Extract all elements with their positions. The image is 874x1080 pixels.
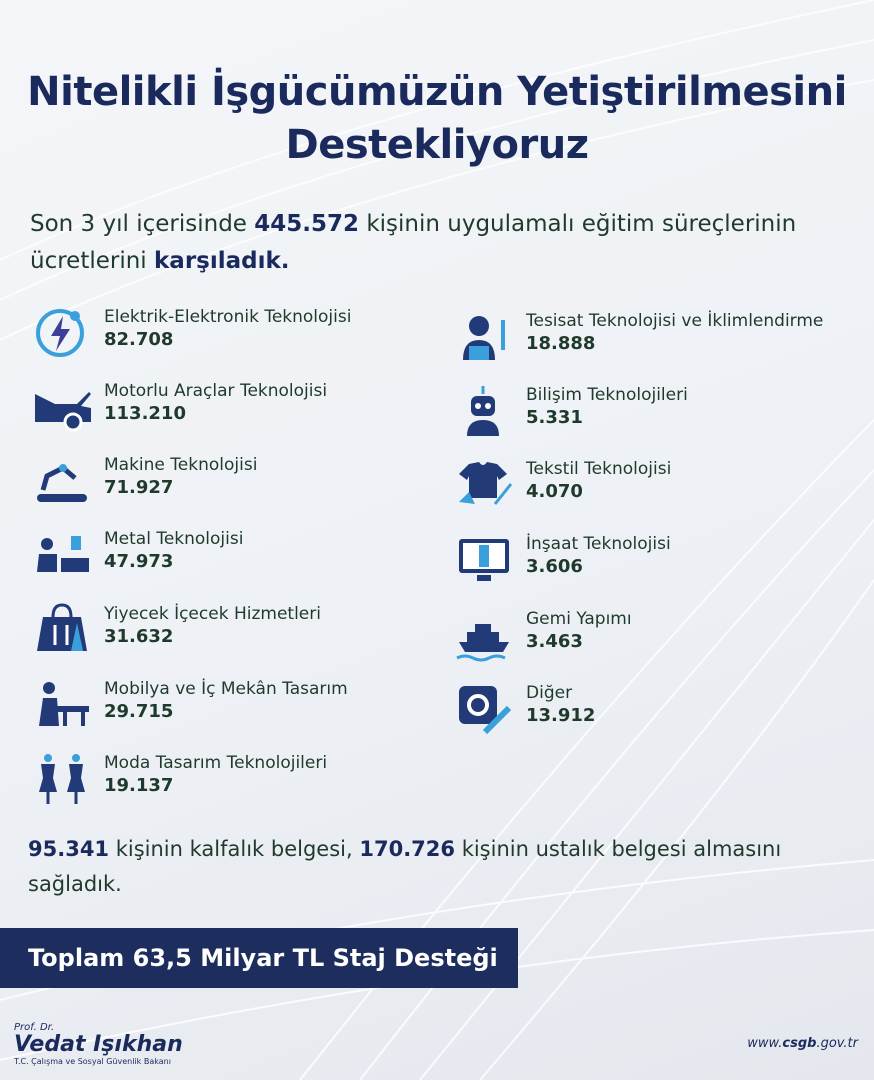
intro-part: Son 3 yıl içerisinde: [30, 211, 255, 237]
title-line-1: Nitelikli İşgücümüzün Yetiştirilmesini: [27, 69, 847, 115]
website-link[interactable]: www.csgb.gov.tr: [747, 1036, 858, 1051]
total-support-banner: Toplam 63,5 Milyar TL Staj Desteği: [0, 928, 518, 988]
category-value: 13.912: [526, 705, 596, 726]
page-title: Nitelikli İşgücümüzün Yetiştirilmesini D…: [0, 66, 874, 172]
category-item: Gemi Yapımı 3.463: [452, 608, 632, 662]
category-value: 82.708: [104, 329, 174, 350]
signature-name: Vedat Işıkhan: [14, 1032, 183, 1057]
url-part: .gov.tr: [816, 1036, 858, 1051]
signature: Prof. Dr. Vedat Işıkhan T.C. Çalışma ve …: [14, 1022, 183, 1066]
plumber-icon: [452, 310, 516, 364]
summary-part: kişinin kalfalık belgesi,: [109, 837, 360, 861]
category-value: 4.070: [526, 481, 583, 502]
category-label: Bilişim Teknolojileri: [526, 385, 688, 405]
signature-role: T.C. Çalışma ve Sosyal Güvenlik Bakanı: [14, 1057, 171, 1066]
summary-text: 95.341 kişinin kalfalık belgesi, 170.726…: [28, 832, 848, 902]
ship-icon: [452, 608, 516, 662]
lightning-icon: [30, 306, 94, 360]
category-item: İnşaat Teknolojisi 3.606: [452, 533, 671, 587]
category-item: Motorlu Araçlar Teknolojisi 113.210: [30, 380, 327, 434]
mannequin-icon: [30, 752, 94, 806]
category-item: Makine Teknolojisi 71.927: [30, 454, 257, 508]
signature-title: Prof. Dr.: [14, 1022, 55, 1033]
robot-arm-icon: [30, 454, 94, 508]
category-label: Diğer: [526, 683, 573, 703]
monitor-construction-icon: [452, 533, 516, 587]
gear-pencil-icon: [452, 682, 516, 736]
food-bag-icon: [30, 603, 94, 657]
car-icon: [30, 380, 94, 434]
metal-worker-icon: [30, 528, 94, 582]
category-value: 47.973: [104, 551, 174, 572]
category-label: Yiyecek İçecek Hizmetleri: [104, 604, 321, 624]
category-item: Diğer 13.912: [452, 682, 595, 736]
category-label: Tesisat Teknolojisi ve İklimlendirme: [526, 311, 824, 331]
category-label: İnşaat Teknolojisi: [526, 534, 671, 554]
category-value: 3.606: [526, 556, 583, 577]
category-item: Tesisat Teknolojisi ve İklimlendirme 18.8…: [452, 310, 823, 364]
category-value: 5.331: [526, 407, 583, 428]
category-label: Metal Teknolojisi: [104, 529, 244, 549]
intro-text: Son 3 yıl içerisinde 445.572 kişinin uyg…: [30, 206, 830, 280]
category-item: Yiyecek İçecek Hizmetleri 31.632: [30, 603, 321, 657]
category-label: Elektrik-Elektronik Teknolojisi: [104, 307, 352, 327]
category-item: Bilişim Teknolojileri 5.331: [452, 384, 688, 438]
category-value: 113.210: [104, 403, 186, 424]
category-label: Mobilya ve İç Mekân Tasarım: [104, 679, 348, 699]
category-item: Moda Tasarım Teknolojileri 19.137: [30, 752, 327, 806]
carpenter-icon: [30, 678, 94, 732]
category-value: 29.715: [104, 701, 174, 722]
category-value: 31.632: [104, 626, 174, 647]
category-value: 18.888: [526, 333, 596, 354]
category-value: 3.463: [526, 631, 583, 652]
category-item: Metal Teknolojisi 47.973: [30, 528, 243, 582]
title-line-2: Destekliyoruz: [285, 122, 589, 168]
category-item: Tekstil Teknolojisi 4.070: [452, 458, 671, 512]
intro-total: 445.572: [254, 211, 360, 237]
category-label: Motorlu Araçlar Teknolojisi: [104, 381, 328, 401]
url-part: csgb: [782, 1036, 817, 1051]
category-item: Mobilya ve İç Mekân Tasarım 29.715: [30, 678, 348, 732]
robot-icon: [452, 384, 516, 438]
category-label: Moda Tasarım Teknolojileri: [104, 753, 328, 773]
tshirt-icon: [452, 458, 516, 512]
intro-part: kişinin uygulamalı eğitim süreçlerinin ü…: [30, 211, 797, 274]
kalfalik-count: 95.341: [28, 837, 110, 861]
category-value: 19.137: [104, 775, 174, 796]
category-label: Gemi Yapımı: [526, 609, 632, 629]
category-item: Elektrik-Elektronik Teknolojisi 82.708: [30, 306, 351, 360]
url-part: www.: [747, 1036, 783, 1051]
category-value: 71.927: [104, 477, 174, 498]
intro-emphasis: karşıladık.: [154, 248, 290, 274]
category-label: Tekstil Teknolojisi: [526, 459, 672, 479]
summary-part: kişinin ustalık belgesi almasını sağladı…: [28, 837, 782, 896]
ustalik-count: 170.726: [359, 837, 456, 861]
category-label: Makine Teknolojisi: [104, 455, 258, 475]
